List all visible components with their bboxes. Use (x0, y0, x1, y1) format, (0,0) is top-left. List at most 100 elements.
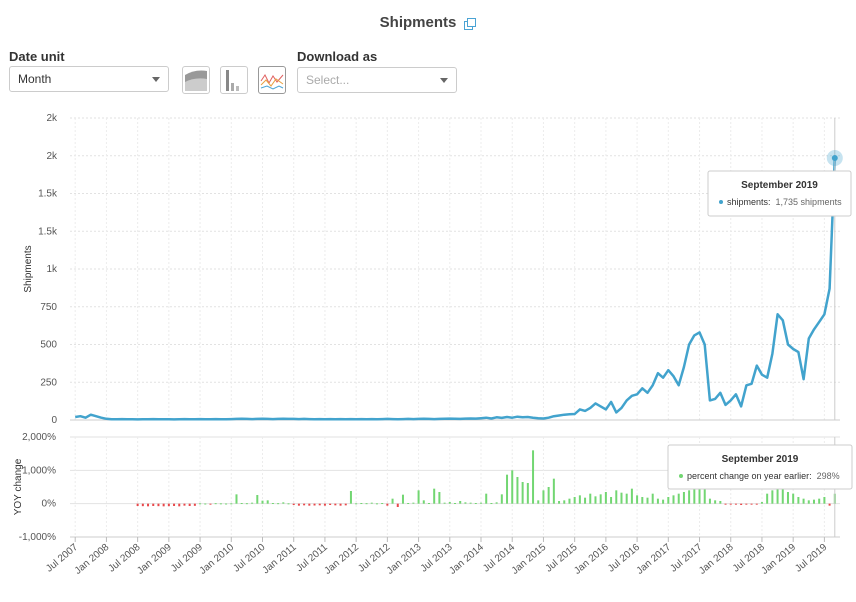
yoy-bar (786, 492, 789, 504)
yoy-bar (776, 480, 779, 504)
yoy-bar (454, 503, 456, 504)
yoy-bar (329, 503, 332, 505)
yoy-bar (183, 503, 186, 506)
yoy-bar (766, 493, 769, 504)
tooltip-value: 298% (817, 471, 840, 481)
yoy-bar (584, 497, 587, 504)
yoy-bar (422, 500, 425, 504)
line-chart-button[interactable] (258, 66, 286, 94)
yoy-bar (401, 494, 404, 504)
yoy-bar (662, 499, 665, 504)
yoy-bar (532, 450, 535, 504)
yoy-bar (792, 493, 795, 504)
yoy-bar (344, 503, 347, 506)
yoy-bar (610, 497, 613, 504)
x-tick-label: Jul 2016 (606, 542, 642, 575)
yoy-bar (375, 503, 378, 505)
yoy-bar (589, 493, 592, 504)
tooltip-label: shipments: 1,735 shipments (727, 197, 842, 207)
yoy-bar (797, 497, 800, 504)
yoy-bar (443, 502, 446, 504)
y-tick-label: 1.5k (38, 226, 58, 237)
yoy-bar (391, 498, 394, 504)
yoy-bar (745, 503, 748, 505)
yoy-bar (474, 503, 477, 504)
hover-halo (826, 150, 843, 167)
yoy-bar (292, 503, 295, 505)
tooltip-value: 1,735 shipments (776, 197, 843, 207)
yoy-bar (407, 503, 410, 504)
area-chart-button[interactable] (182, 66, 210, 94)
yoy-bar (396, 503, 399, 507)
yoy-bar (334, 503, 337, 506)
yoy-bar (636, 495, 639, 504)
y-tick-label: 750 (40, 302, 57, 313)
x-tick-label: Jan 2015 (510, 542, 549, 577)
x-tick-label: Jul 2014 (481, 542, 517, 575)
yoy-bar (469, 502, 472, 504)
x-tick-label: Jan 2017 (635, 542, 674, 577)
yoy-bar (693, 483, 696, 504)
yoy-bar (141, 503, 144, 507)
yoy-bar (807, 500, 810, 504)
tooltip-series: percent change on year earlier: (687, 471, 812, 481)
yoy-bar (157, 503, 160, 507)
x-tick-label: Jan 2019 (760, 542, 799, 577)
yoy-bar (271, 503, 274, 504)
x-tick-label: Jan 2012 (322, 542, 361, 577)
tooltip-box (667, 444, 853, 490)
download-select[interactable]: Select... (297, 67, 457, 93)
y-tick-label: 2,000% (22, 432, 56, 443)
yoy-bar (667, 497, 670, 504)
yoy-bar (506, 474, 509, 504)
yoy-bar (688, 490, 691, 504)
shipments-line (75, 157, 837, 421)
yoy-bar (251, 502, 254, 504)
yoy-bar (828, 503, 831, 506)
yoy-bar (771, 490, 774, 504)
yoy-bar (558, 501, 561, 504)
date-unit-select[interactable]: Month (9, 66, 169, 92)
yoy-bar (282, 502, 285, 504)
x-tick-label: Jul 2013 (419, 542, 455, 575)
yoy-bar (438, 492, 441, 504)
yoy-bar (547, 487, 550, 504)
yoy-bar (495, 502, 498, 504)
date-unit-label: Date unit (9, 49, 65, 64)
yoy-bar (464, 502, 467, 504)
y-tick-label: 2k (46, 113, 58, 124)
yoy-bar (734, 503, 737, 505)
yoy-bar (256, 495, 259, 504)
yoy-bar (500, 494, 503, 504)
yoy-bar (781, 487, 784, 504)
yoy-bar (323, 503, 326, 506)
hover-point (831, 155, 838, 162)
tooltip-dot (679, 474, 683, 478)
yoy-bar (677, 493, 680, 504)
yoy-bar (266, 500, 269, 504)
yoy-bar (578, 495, 581, 504)
yoy-bar (199, 503, 202, 505)
yoy-bar (365, 503, 368, 505)
yoy-bar (823, 497, 826, 504)
yoy-bar (188, 503, 191, 506)
yoy-bar (219, 503, 222, 505)
yoy-bar (427, 503, 430, 504)
yoy-bar (308, 503, 311, 506)
bar-chart-button[interactable] (220, 66, 248, 94)
yoy-bar (594, 496, 597, 504)
yoy-bar (620, 492, 623, 504)
yoy-bar (526, 483, 529, 504)
yoy-bar (740, 503, 743, 505)
yoy-bar (516, 477, 519, 504)
expand-icon[interactable] (464, 18, 476, 30)
yoy-bar (297, 503, 300, 506)
yoy-bar (370, 502, 373, 504)
y-tick-label: 250 (40, 377, 57, 388)
page-title: Shipments (379, 14, 457, 31)
yoy-bar (173, 503, 176, 506)
yoy-bar (599, 494, 602, 504)
yoy-bar (615, 490, 618, 504)
x-tick-label: Jul 2011 (294, 542, 330, 575)
yoy-bar (152, 503, 155, 506)
